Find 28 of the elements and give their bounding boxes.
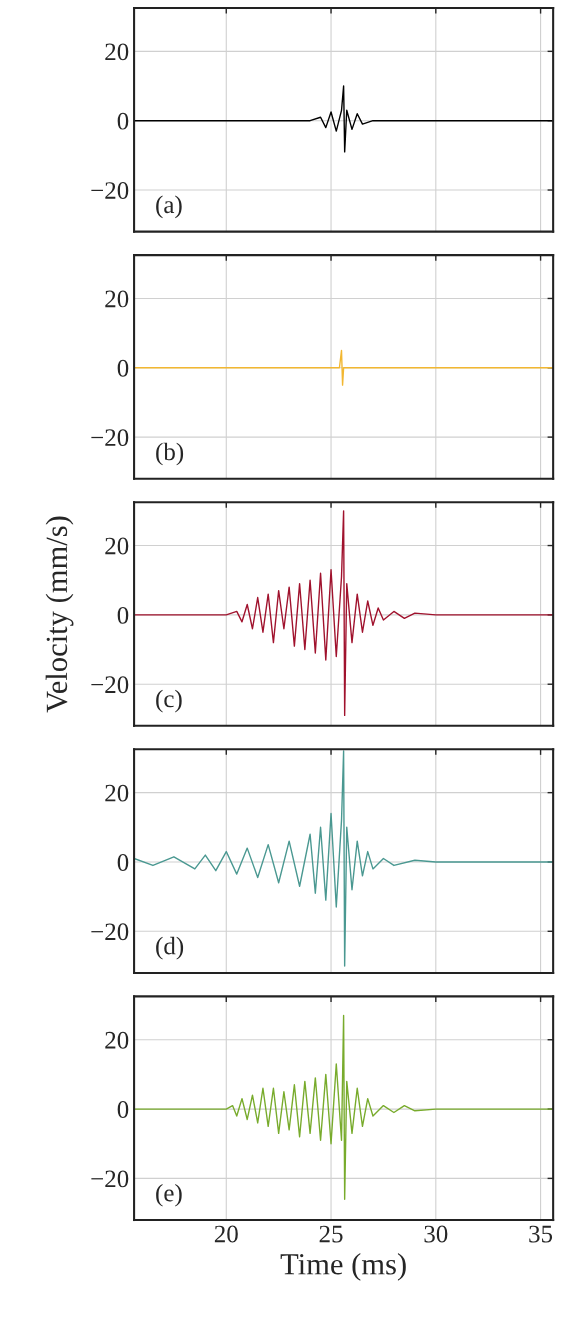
y-tick-label: 20 <box>105 537 129 555</box>
x-axis-title: Time (ms) <box>280 1253 406 1281</box>
line-series <box>134 85 554 153</box>
y-tick-label: 20 <box>105 784 129 802</box>
annotation: (e) <box>156 1183 182 1207</box>
y-axis-title: Velocity (mm/s) <box>45 516 74 713</box>
y-tick-label: −20 <box>91 676 129 694</box>
y-tick-label: 20 <box>105 43 129 61</box>
x-tick-label: 20 <box>214 1225 238 1243</box>
x-tick-label: 35 <box>529 1225 553 1243</box>
x-tick-label: 25 <box>319 1225 343 1243</box>
y-tick-label: −20 <box>91 1170 129 1188</box>
annotation: (d) <box>156 936 184 960</box>
y-tick-label: −20 <box>91 429 129 447</box>
annotation: (b) <box>156 442 184 466</box>
y-tick-label: 20 <box>105 290 129 308</box>
y-tick-label: 20 <box>105 1031 129 1049</box>
x-tick-label: 30 <box>424 1225 448 1243</box>
y-tick-label: 0 <box>117 112 129 130</box>
y-tick-label: 0 <box>117 606 129 624</box>
y-tick-label: −20 <box>91 182 129 199</box>
y-tick-label: −20 <box>91 923 129 941</box>
y-tick-label: 0 <box>117 359 129 377</box>
annotation: (a) <box>156 195 182 219</box>
y-tick-label: 0 <box>117 1101 129 1118</box>
annotation: (c) <box>156 689 182 713</box>
line-series <box>134 510 554 717</box>
y-tick-label: 0 <box>117 854 129 871</box>
